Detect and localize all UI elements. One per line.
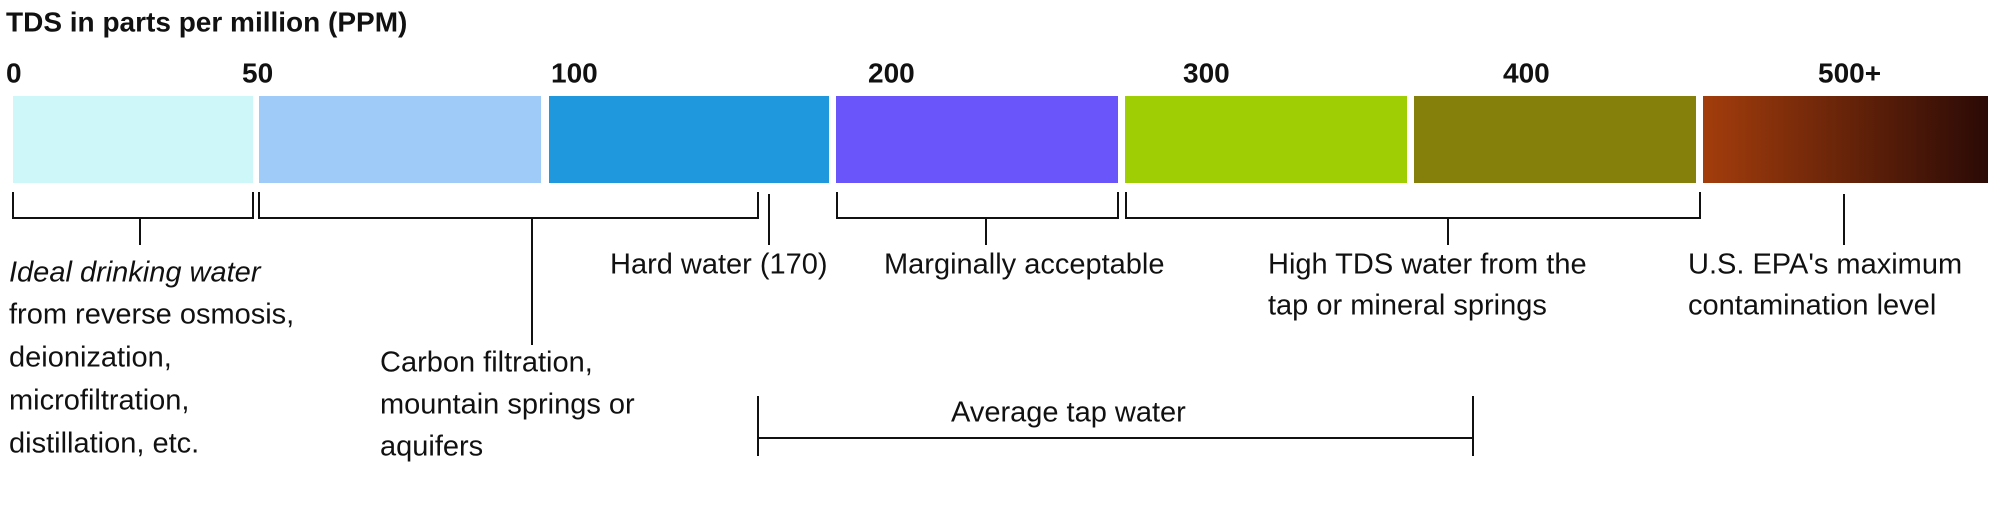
color-segment [1703, 96, 1988, 183]
annotation-line: mountain springs or [380, 389, 635, 421]
annotation: U.S. EPA's maximum contamination level [1688, 249, 1962, 322]
annotation-line: contamination level [1688, 290, 1936, 322]
annotation: Average tap water [951, 397, 1186, 429]
annotation-line: High TDS water from the [1268, 249, 1587, 281]
scale-label: 0 [6, 57, 22, 88]
annotation-line: tap or mineral springs [1268, 290, 1547, 322]
annotation-line: U.S. EPA's maximum [1688, 249, 1962, 281]
annotation: Hard water (170) [610, 249, 828, 281]
scale-label: 50 [242, 57, 273, 88]
annotation-line: from reverse osmosis, [9, 299, 294, 331]
scale-label: 100 [551, 57, 598, 88]
color-segment [836, 96, 1118, 183]
color-bar [13, 96, 1988, 183]
scale-label: 200 [868, 57, 915, 88]
brackets [12, 192, 1845, 456]
bracket [1125, 192, 1701, 219]
color-segment [1414, 96, 1696, 183]
color-segment [13, 96, 253, 183]
annotation-line: deionization, [9, 342, 172, 374]
annotation-line: Carbon filtration, [380, 347, 593, 379]
annotation-line: microfiltration, [9, 385, 190, 417]
annotation: from reverse osmosis, deionization, microf… [9, 299, 294, 460]
scale-labels: 0 50 100 200 300 400 500+ [6, 57, 1881, 88]
annotation-line: aquifers [380, 431, 483, 463]
color-segment [1125, 96, 1407, 183]
bracket [258, 192, 759, 219]
title: TDS in parts per million (PPM) [6, 6, 407, 37]
bracket [836, 192, 1119, 219]
bracket [12, 192, 254, 219]
annotation: Ideal drinking water [9, 257, 262, 289]
annotation: Carbon filtration, mountain springs or aqu… [380, 347, 635, 463]
annotation-line: distillation, etc. [9, 428, 199, 460]
scale-label: 500+ [1818, 57, 1881, 88]
scale-label: 400 [1503, 57, 1550, 88]
color-segment [259, 96, 541, 183]
annotation: Marginally acceptable [884, 249, 1164, 281]
annotation: High TDS water from the tap or mineral sp… [1268, 249, 1587, 322]
color-segment [549, 96, 829, 183]
scale-label: 300 [1183, 57, 1230, 88]
